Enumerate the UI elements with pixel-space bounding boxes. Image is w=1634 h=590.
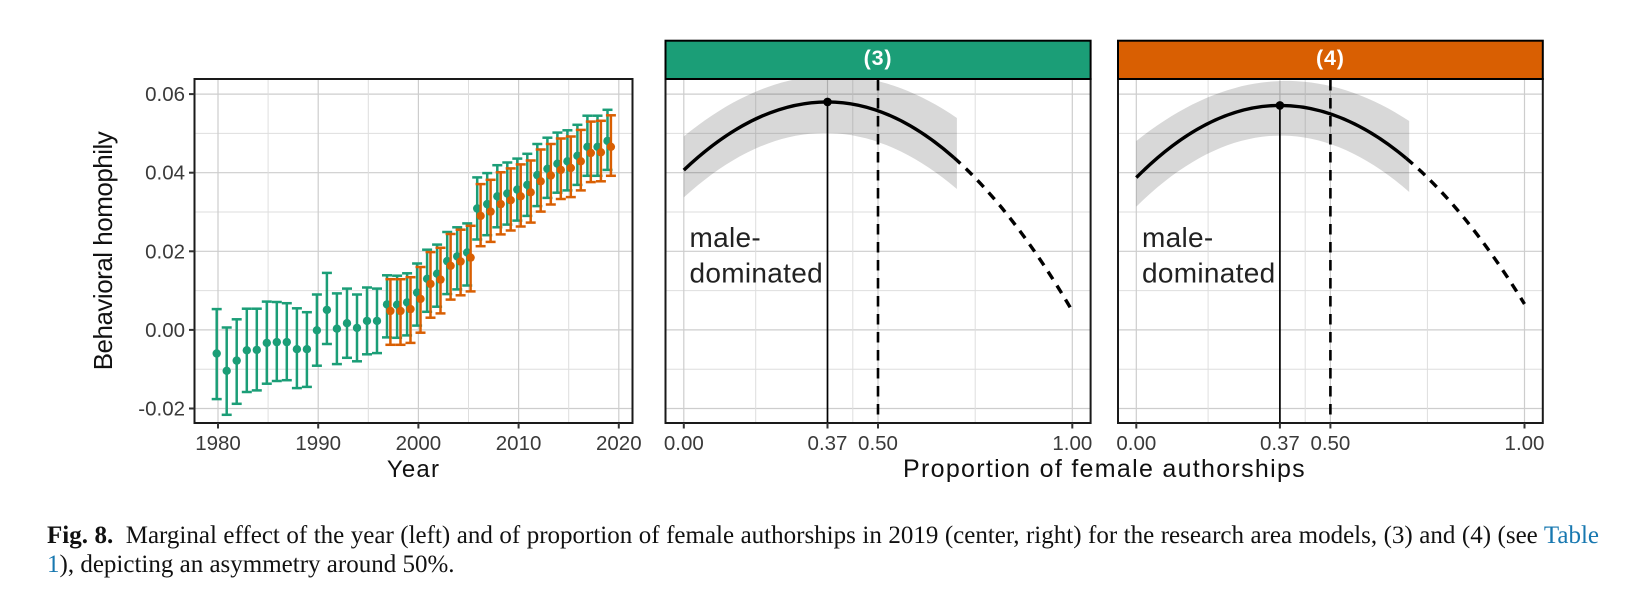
svg-text:0.00: 0.00 [664,432,704,455]
svg-text:2020: 2020 [596,432,642,455]
svg-text:Proportion of female authorshi: Proportion of female authorships [903,455,1306,483]
svg-text:0.00: 0.00 [1116,432,1156,455]
svg-text:1.00: 1.00 [1505,432,1545,455]
svg-text:1990: 1990 [295,432,341,455]
svg-text:Behavioral homophily: Behavioral homophily [88,131,118,370]
svg-text:2010: 2010 [496,432,542,455]
svg-text:2000: 2000 [396,432,442,455]
svg-text:male-: male- [690,222,762,253]
svg-text:-0.02: -0.02 [138,398,185,421]
svg-text:0.02: 0.02 [145,240,185,263]
svg-text:0.50: 0.50 [1310,432,1350,455]
svg-text:0.37: 0.37 [808,432,848,455]
svg-text:male-: male- [1142,222,1214,253]
svg-text:0.50: 0.50 [858,432,898,455]
svg-text:0.06: 0.06 [145,83,185,106]
svg-text:0.04: 0.04 [145,162,185,185]
svg-text:dominated: dominated [690,258,823,289]
svg-text:1.00: 1.00 [1052,432,1092,455]
svg-text:Year: Year [387,456,440,483]
svg-text:1980: 1980 [195,432,241,455]
svg-text:dominated: dominated [1142,258,1275,289]
svg-text:(3): (3) [864,46,893,70]
svg-text:(4): (4) [1316,46,1345,70]
svg-text:0.37: 0.37 [1260,432,1300,455]
svg-text:0.00: 0.00 [145,319,185,342]
